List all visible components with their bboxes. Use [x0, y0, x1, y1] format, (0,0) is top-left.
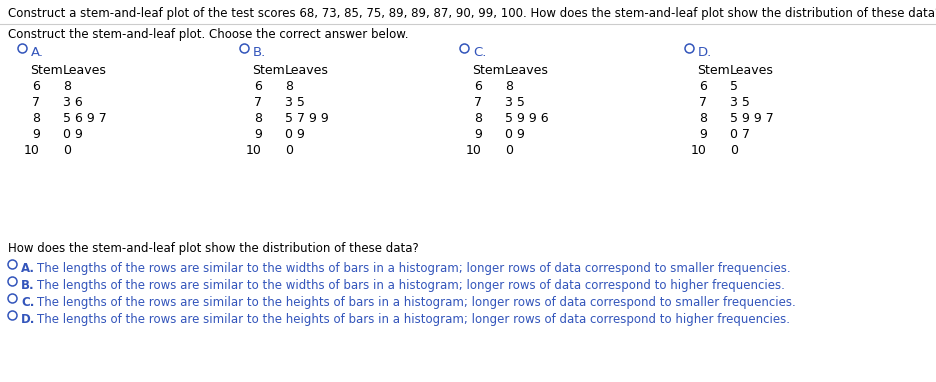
Text: 9: 9 [698, 128, 707, 141]
Text: C.: C. [473, 46, 486, 59]
Text: 7: 7 [474, 96, 481, 109]
Text: 0 9: 0 9 [505, 128, 524, 141]
Text: A.: A. [31, 46, 44, 59]
Text: Construct a stem-and-leaf plot of the test scores 68, 73, 85, 75, 89, 89, 87, 90: Construct a stem-and-leaf plot of the te… [8, 7, 936, 20]
Text: 8: 8 [698, 112, 707, 125]
Text: 5 9 9 6: 5 9 9 6 [505, 112, 548, 125]
Text: Stem: Stem [252, 64, 285, 77]
Text: 10: 10 [24, 144, 40, 157]
Text: 9: 9 [254, 128, 262, 141]
Text: 5 9 9 7: 5 9 9 7 [729, 112, 773, 125]
Text: B.: B. [253, 46, 266, 59]
Text: Leaves: Leaves [729, 64, 773, 77]
Text: 10: 10 [246, 144, 262, 157]
Text: Construct the stem-and-leaf plot. Choose the correct answer below.: Construct the stem-and-leaf plot. Choose… [8, 28, 408, 41]
Text: The lengths of the rows are similar to the heights of bars in a histogram; longe: The lengths of the rows are similar to t… [37, 296, 795, 309]
Text: 8: 8 [63, 80, 71, 93]
Text: 10: 10 [691, 144, 707, 157]
Text: 7: 7 [32, 96, 40, 109]
Text: 10: 10 [465, 144, 481, 157]
Text: 0: 0 [505, 144, 512, 157]
Text: 0: 0 [63, 144, 71, 157]
Text: Stem: Stem [472, 64, 505, 77]
Text: The lengths of the rows are similar to the widths of bars in a histogram; longer: The lengths of the rows are similar to t… [37, 262, 790, 275]
Text: Stem: Stem [30, 64, 63, 77]
Text: 5 7 9 9: 5 7 9 9 [285, 112, 329, 125]
Text: 5 6 9 7: 5 6 9 7 [63, 112, 107, 125]
Text: 8: 8 [505, 80, 512, 93]
Text: 3 5: 3 5 [505, 96, 524, 109]
Text: Leaves: Leaves [285, 64, 329, 77]
Text: 8: 8 [285, 80, 293, 93]
Text: 6: 6 [698, 80, 707, 93]
Text: Stem: Stem [696, 64, 729, 77]
Text: 0 9: 0 9 [285, 128, 304, 141]
Text: 0: 0 [729, 144, 738, 157]
Text: 0 9: 0 9 [63, 128, 82, 141]
Text: 8: 8 [32, 112, 40, 125]
Text: 6: 6 [32, 80, 40, 93]
Text: C.: C. [21, 296, 35, 309]
Text: 8: 8 [254, 112, 262, 125]
Text: 0 7: 0 7 [729, 128, 749, 141]
Text: D.: D. [697, 46, 711, 59]
Text: 3 6: 3 6 [63, 96, 82, 109]
Text: 7: 7 [698, 96, 707, 109]
Text: 9: 9 [32, 128, 40, 141]
Text: 0: 0 [285, 144, 293, 157]
Text: 6: 6 [254, 80, 262, 93]
Text: How does the stem-and-leaf plot show the distribution of these data?: How does the stem-and-leaf plot show the… [8, 242, 418, 255]
Text: 9: 9 [474, 128, 481, 141]
Text: The lengths of the rows are similar to the heights of bars in a histogram; longe: The lengths of the rows are similar to t… [37, 313, 789, 326]
Text: A.: A. [21, 262, 35, 275]
Text: 6: 6 [474, 80, 481, 93]
Text: Leaves: Leaves [505, 64, 548, 77]
Text: D.: D. [21, 313, 36, 326]
Text: 8: 8 [474, 112, 481, 125]
Text: Leaves: Leaves [63, 64, 107, 77]
Text: 7: 7 [254, 96, 262, 109]
Text: The lengths of the rows are similar to the widths of bars in a histogram; longer: The lengths of the rows are similar to t… [37, 279, 784, 292]
Text: B.: B. [21, 279, 35, 292]
Text: 3 5: 3 5 [729, 96, 749, 109]
Text: 3 5: 3 5 [285, 96, 304, 109]
Text: 5: 5 [729, 80, 738, 93]
